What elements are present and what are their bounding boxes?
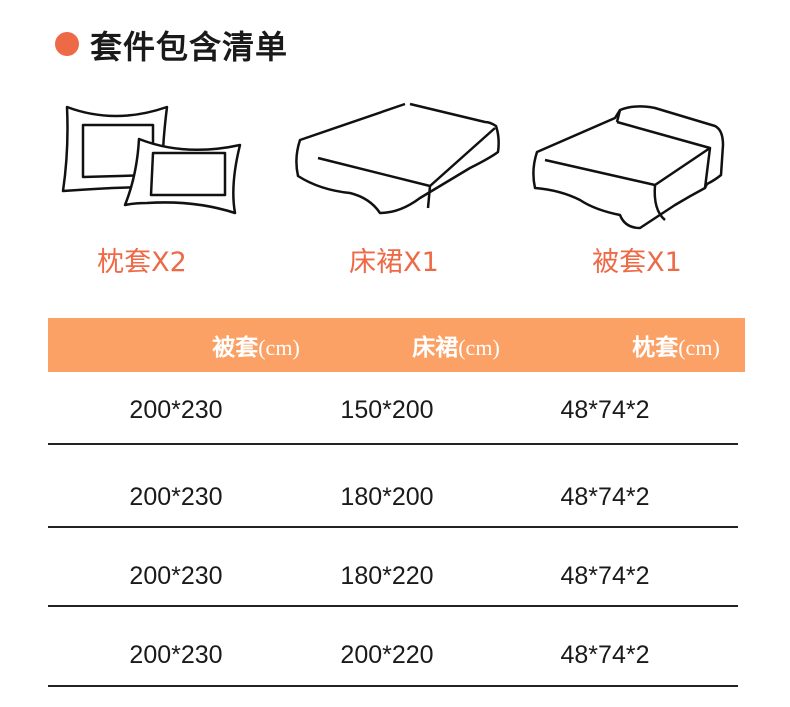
table-cell: 48*74*2 xyxy=(560,562,650,590)
row-divider xyxy=(48,443,738,445)
header-name: 枕套 xyxy=(632,335,679,361)
table-cell: 200*230 xyxy=(129,396,223,424)
table-cell: 180*220 xyxy=(340,562,434,590)
table-cell: 150*200 xyxy=(340,396,434,424)
table-cell: 48*74*2 xyxy=(560,396,650,424)
bed-skirt-icon xyxy=(295,102,500,215)
table-cell: 200*230 xyxy=(129,483,223,511)
header-unit: (cm) xyxy=(458,335,500,360)
table-cell: 48*74*2 xyxy=(560,641,650,669)
pillowcase-icon xyxy=(61,105,242,215)
row-divider xyxy=(48,526,738,528)
table-header: 被套(cm) 床裙(cm) 枕套(cm) xyxy=(48,318,745,372)
row-divider xyxy=(48,685,738,687)
header-bed-skirt: 床裙(cm) xyxy=(356,328,556,362)
item-label-bed-skirt: 床裙X1 xyxy=(349,247,439,278)
header-pillowcase: 枕套(cm) xyxy=(576,328,776,362)
header-unit: (cm) xyxy=(258,335,300,360)
table-cell: 180*200 xyxy=(340,483,434,511)
item-label-pillowcase: 枕套X2 xyxy=(97,247,187,278)
table-cell: 48*74*2 xyxy=(560,483,650,511)
header-duvet-cover: 被套(cm) xyxy=(156,328,356,362)
section-title: 套件包含清单 xyxy=(90,28,289,66)
table-cell: 200*230 xyxy=(129,641,223,669)
bullet-dot xyxy=(55,32,79,56)
header-name: 被套 xyxy=(212,335,259,361)
table-cell: 200*220 xyxy=(340,641,434,669)
duvet-cover-icon xyxy=(532,105,725,230)
item-label-duvet-cover: 被套X1 xyxy=(592,247,682,278)
header-name: 床裙 xyxy=(412,335,459,361)
table-cell: 200*230 xyxy=(129,562,223,590)
header-unit: (cm) xyxy=(678,335,720,360)
row-divider xyxy=(48,605,738,607)
